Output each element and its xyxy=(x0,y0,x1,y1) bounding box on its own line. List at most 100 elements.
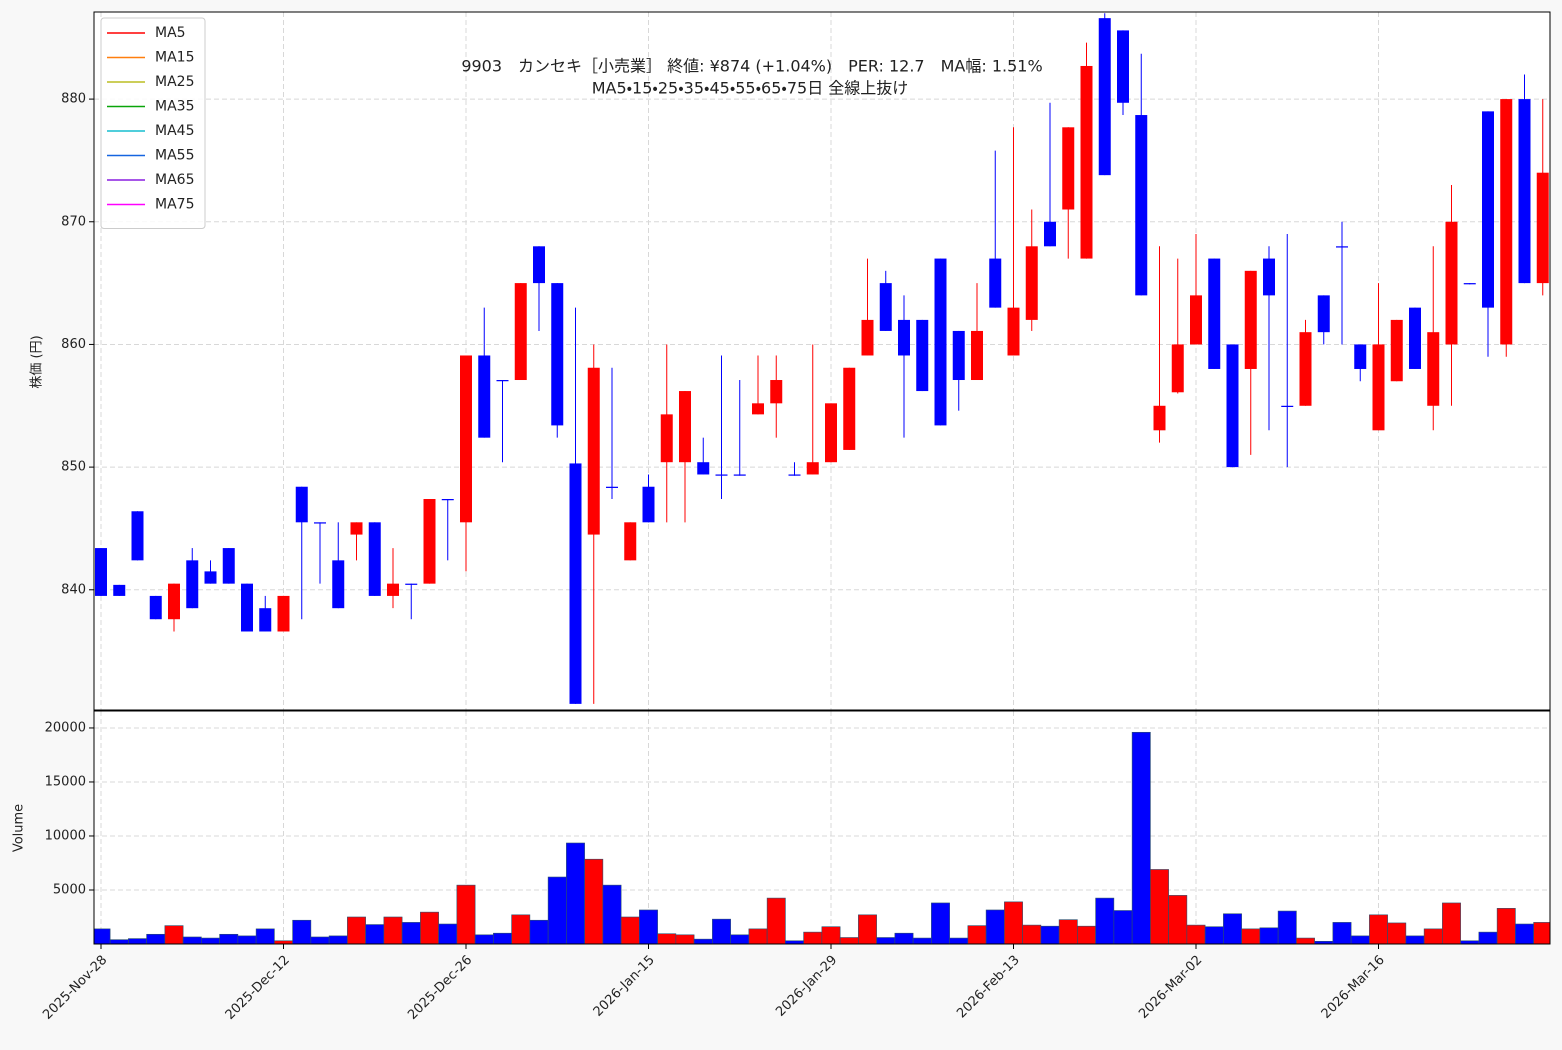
volume-bar xyxy=(730,934,750,944)
candle-body xyxy=(1190,295,1202,345)
legend-label: MA25 xyxy=(155,74,194,90)
candle-body xyxy=(332,560,345,609)
candle-body xyxy=(259,608,272,632)
legend-label: MA15 xyxy=(155,50,194,66)
volume-bar xyxy=(292,919,312,944)
volume-bar xyxy=(1442,902,1461,944)
candle-body xyxy=(1244,270,1257,369)
candle-body xyxy=(1263,258,1275,296)
candle-body xyxy=(1226,344,1239,468)
price-axes-bg xyxy=(94,12,1550,710)
candle-body xyxy=(624,522,637,561)
candle-body xyxy=(1044,221,1056,247)
candle-body xyxy=(1281,405,1294,408)
candle-body xyxy=(1153,405,1166,431)
volume-bar xyxy=(182,936,202,944)
candle-body xyxy=(971,330,983,381)
volume-bar xyxy=(1369,914,1388,944)
volume-tick-label: 10000 xyxy=(45,828,86,843)
candle-body xyxy=(1208,258,1221,369)
candle-body xyxy=(113,584,126,596)
volume-bar xyxy=(949,937,969,944)
volume-bar xyxy=(602,884,622,944)
candle-body xyxy=(1463,283,1476,285)
candle-body xyxy=(898,319,910,356)
volume-bar xyxy=(1387,922,1407,944)
volume-bar xyxy=(109,939,129,944)
volume-bar xyxy=(94,928,111,944)
volume-bar xyxy=(493,932,512,944)
price-axes-frame xyxy=(93,11,1551,711)
candle-body xyxy=(770,380,783,404)
volume-bar xyxy=(328,935,348,944)
volume-bar xyxy=(985,909,1005,944)
legend-label: MA45 xyxy=(155,123,194,139)
candle-body xyxy=(606,486,618,488)
candle-body xyxy=(569,463,582,704)
volume-bar xyxy=(474,934,494,944)
legend-label: MA65 xyxy=(155,172,194,188)
volume-bar xyxy=(219,933,239,944)
candle-body xyxy=(1062,127,1075,210)
volume-bar xyxy=(858,914,877,944)
candle-body xyxy=(95,548,107,596)
legend-label: MA55 xyxy=(155,148,194,164)
candle-body xyxy=(861,319,874,356)
volume-bar xyxy=(255,928,275,944)
volume-bar xyxy=(1241,928,1261,944)
x-tick-label: 2026-Jan-15 xyxy=(591,953,658,1020)
candle-body xyxy=(314,522,326,524)
volume-bar xyxy=(1478,931,1498,944)
candle-body xyxy=(952,330,965,381)
y-tick-label: 840 xyxy=(61,582,86,597)
x-tick-label: 2026-Mar-02 xyxy=(1136,953,1205,1022)
volume-bar xyxy=(1350,935,1370,944)
volume-bar xyxy=(675,934,695,944)
volume-bar xyxy=(420,911,439,944)
candle-body xyxy=(660,414,673,463)
candle-body xyxy=(1336,246,1348,248)
y-tick-label: 860 xyxy=(61,337,86,352)
candle-body xyxy=(934,258,947,426)
candle-body xyxy=(843,367,856,450)
candle-body xyxy=(1500,99,1513,345)
volume-tick-label: 5000 xyxy=(53,882,86,897)
candle-body xyxy=(1372,344,1385,431)
legend-box xyxy=(100,17,206,229)
x-tick-label: 2025-Nov-28 xyxy=(40,953,110,1023)
volume-bar xyxy=(1113,910,1133,944)
volume-bar xyxy=(547,876,567,944)
candle-body xyxy=(679,391,691,463)
candle-body xyxy=(533,246,545,284)
candle-body xyxy=(551,283,564,426)
candle-body xyxy=(788,474,801,476)
volume-axis-label: Volume xyxy=(12,804,27,852)
candle-body xyxy=(1409,307,1421,369)
candle-body xyxy=(1518,99,1531,284)
candle-body xyxy=(587,367,600,535)
volume-bar xyxy=(1332,922,1352,944)
volume-bar xyxy=(748,928,768,944)
candle-body xyxy=(806,462,819,475)
candle-body xyxy=(752,403,764,415)
volume-bar xyxy=(1259,927,1279,944)
volume-bar xyxy=(912,937,932,944)
volume-tick-label: 20000 xyxy=(45,720,86,735)
volume-bar xyxy=(1223,913,1242,944)
volume-bar xyxy=(584,858,604,944)
volume-bar xyxy=(1423,928,1443,944)
volume-bar xyxy=(201,937,220,944)
candle-body xyxy=(1117,30,1129,103)
candle-body xyxy=(1445,221,1458,345)
chart-subtitle: MA5・15・25・35・45・55・65・75日 全線上抜け xyxy=(592,79,909,98)
volume-bar xyxy=(1533,922,1550,944)
volume-bar xyxy=(1022,924,1042,944)
y-axis-label: 株価 (円) xyxy=(30,335,45,388)
volume-bar xyxy=(566,842,585,944)
price-panel: MA5 MA15 MA25 MA35 MA45 MA55 MA65 MA75 xyxy=(94,12,1550,710)
volume-bar xyxy=(1405,935,1425,944)
candle-body xyxy=(1025,246,1038,320)
candle-body xyxy=(204,571,217,584)
